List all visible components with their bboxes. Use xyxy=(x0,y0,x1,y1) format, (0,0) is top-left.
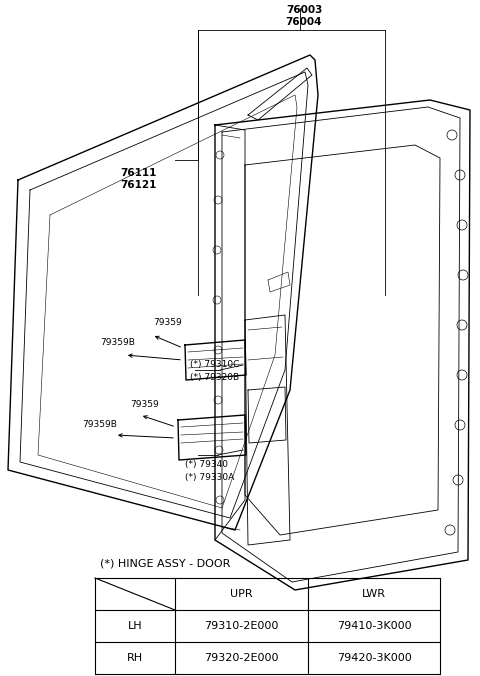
Text: UPR: UPR xyxy=(230,589,253,599)
Text: 79359B: 79359B xyxy=(100,338,135,347)
Text: 79310-2E000: 79310-2E000 xyxy=(204,621,279,631)
Text: LWR: LWR xyxy=(362,589,386,599)
Text: (*) 79340: (*) 79340 xyxy=(185,460,228,469)
Text: 76111
76121: 76111 76121 xyxy=(120,168,156,191)
Text: 79359: 79359 xyxy=(130,400,159,409)
Text: 79410-3K000: 79410-3K000 xyxy=(336,621,411,631)
Text: 79420-3K000: 79420-3K000 xyxy=(336,653,411,663)
Text: LH: LH xyxy=(128,621,142,631)
Text: 79320-2E000: 79320-2E000 xyxy=(204,653,279,663)
Text: 79359B: 79359B xyxy=(82,420,117,429)
Text: (*) HINGE ASSY - DOOR: (*) HINGE ASSY - DOOR xyxy=(100,558,230,568)
Text: RH: RH xyxy=(127,653,143,663)
Text: (*) 79320B: (*) 79320B xyxy=(190,373,239,382)
Text: (*) 79310C: (*) 79310C xyxy=(190,360,240,369)
Text: (*) 79330A: (*) 79330A xyxy=(185,473,234,482)
Text: 76003
76004: 76003 76004 xyxy=(286,5,322,28)
Text: 79359: 79359 xyxy=(153,318,182,327)
